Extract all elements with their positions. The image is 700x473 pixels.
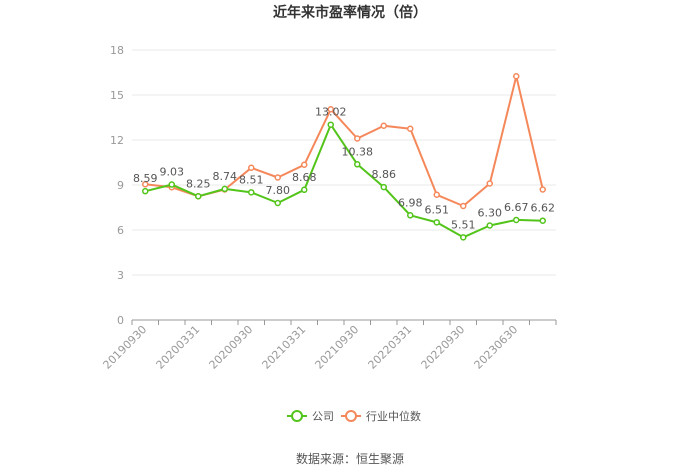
company-data-label: 9.03: [160, 166, 185, 179]
x-axis: 20190930 20200331 20200930 20210331 20210930…: [101, 319, 557, 372]
company-point: [248, 189, 255, 196]
legend-item-company[interactable]: 公司: [287, 410, 334, 423]
data-source: 数据来源：恒生聚源: [296, 451, 404, 466]
x-tick-label: 20190930: [101, 323, 150, 372]
x-tick-label: 20220930: [419, 323, 468, 372]
x-tick-label: 20220331: [366, 323, 415, 372]
y-tick-label: 12: [110, 134, 124, 147]
industry-point: [486, 180, 493, 187]
company-point: [142, 187, 149, 195]
y-axis: 0 3 6 9 12 15 18: [110, 44, 124, 327]
company-point: [195, 193, 202, 200]
legend-item-industry[interactable]: 行业中位数: [341, 409, 421, 423]
company-point: [274, 199, 281, 207]
chart-title: 近年来市盈率情况（倍）: [273, 4, 427, 21]
company-data-label: 8.51: [239, 173, 264, 186]
company-data-label: 6.30: [478, 207, 503, 220]
company-data-label: 6.98: [398, 196, 423, 209]
industry-point: [380, 122, 387, 129]
company-data-label: 6.67: [504, 201, 529, 214]
legend-company-label: 公司: [312, 410, 334, 423]
industry-point: [142, 181, 149, 188]
company-point: [407, 212, 414, 219]
x-tick-label: 20230630: [472, 323, 521, 372]
company-data-label: 8.25: [186, 177, 211, 190]
series-company-line: [145, 123, 543, 239]
y-tick-label: 15: [110, 89, 124, 102]
company-point: [486, 222, 493, 229]
company-data-label: 13.02: [315, 106, 347, 119]
industry-point: [539, 186, 546, 193]
industry-point: [460, 202, 467, 210]
x-tick-label: 20200331: [154, 323, 203, 372]
x-tick-label: 20210930: [313, 323, 362, 372]
company-data-label: 6.51: [425, 203, 450, 216]
industry-point: [433, 191, 440, 198]
company-point: [460, 234, 467, 241]
company-data-label: 5.51: [451, 218, 476, 231]
company-point: [433, 219, 440, 226]
company-point: [301, 186, 308, 194]
y-tick-label: 0: [117, 314, 124, 327]
industry-point: [327, 106, 334, 113]
y-tick-label: 9: [117, 179, 124, 192]
industry-point: [274, 174, 281, 181]
company-point: [327, 121, 334, 128]
company-data-label: 7.80: [266, 184, 291, 197]
x-tick-label: 20210331: [260, 323, 309, 372]
legend-industry-marker: [345, 410, 357, 422]
grid-lines: [132, 49, 556, 276]
legend: 公司 行业中位数: [287, 409, 421, 423]
legend-company-marker: [291, 410, 303, 422]
company-point: [168, 181, 175, 188]
company-point: [380, 183, 387, 191]
industry-point: [248, 164, 255, 171]
company-data-label: 8.86: [372, 168, 397, 181]
company-data-label: 8.59: [133, 172, 158, 185]
company-data-label: 10.38: [342, 145, 374, 158]
company-point: [513, 216, 520, 224]
company-data-label: 8.74: [213, 170, 238, 183]
company-point: [539, 217, 546, 224]
y-tick-label: 3: [117, 269, 124, 282]
company-point: [354, 161, 361, 168]
company-data-label: 6.62: [531, 202, 556, 215]
industry-point: [513, 73, 520, 80]
data-labels: 8.599.038.258.74 8.517.808.68 13.02 10.38 8.…: [133, 106, 555, 232]
industry-point: [407, 125, 414, 132]
y-tick-label: 18: [110, 44, 124, 57]
company-point: [221, 185, 228, 193]
industry-point: [354, 135, 361, 142]
industry-point: [301, 161, 308, 168]
y-tick-label: 6: [117, 224, 124, 237]
legend-industry-label: 行业中位数: [366, 409, 421, 423]
company-data-label: 8.68: [292, 171, 317, 184]
x-tick-label: 20200930: [207, 323, 256, 372]
series-group: [142, 73, 546, 241]
